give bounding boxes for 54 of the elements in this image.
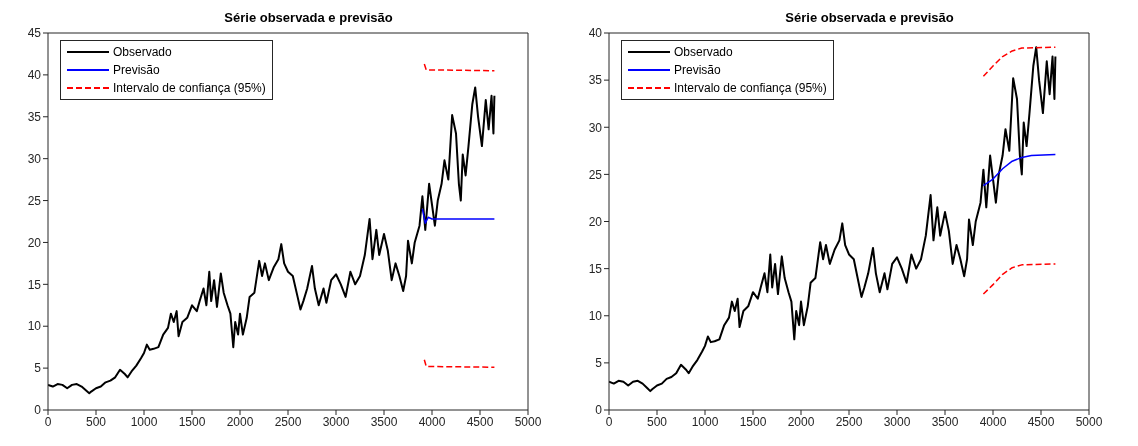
x-tick-label: 2500 [835,414,863,429]
x-tick-label: 1500 [178,414,206,429]
y-tick-label: 35 [588,73,603,88]
x-tick-label: 2500 [274,414,302,429]
x-tick-label: 5000 [1075,414,1103,429]
y-tick-label: 0 [34,403,42,418]
y-tick-label: 30 [27,151,42,166]
x-tick-label: 500 [646,414,668,429]
y-tick-label: 0 [595,403,603,418]
line-series [982,46,1057,78]
x-tick-label: 5000 [514,414,542,429]
y-tick-label: 5 [595,356,603,371]
legend-label: Previsão [113,63,160,77]
y-tick-label: 40 [27,68,42,83]
chart-title: Série observada e previsão [784,9,955,27]
legend-label: Intervalo de confiança (95%) [113,81,266,95]
y-tick-label: 5 [34,361,42,376]
x-tick-label: 4500 [466,414,494,429]
chart-title: Série observada e previsão [223,9,394,27]
y-tick-label: 25 [27,193,42,208]
y-tick-label: 35 [27,110,42,125]
legend-label: Observado [113,45,172,59]
legend-label: Observado [674,45,733,59]
y-tick-label: 15 [27,277,42,292]
y-tick-label: 20 [27,235,42,250]
line-series [609,46,1057,393]
x-tick-label: 0 [605,414,613,429]
x-tick-label: 500 [85,414,107,429]
y-tick-label: 20 [588,214,603,229]
x-tick-label: 4000 [979,414,1007,429]
x-tick-label: 4000 [418,414,446,429]
x-tick-label: 2000 [226,414,254,429]
y-tick-label: 25 [588,167,603,182]
x-tick-label: 1000 [691,414,719,429]
legend-label: Intervalo de confiança (95%) [674,81,827,95]
x-tick-label: 3000 [322,414,350,429]
line-series [421,208,496,224]
x-tick-label: 2000 [787,414,815,429]
y-tick-label: 30 [588,120,603,135]
line-series [982,263,1057,295]
x-tick-label: 3500 [931,414,959,429]
x-tick-label: 3000 [883,414,911,429]
x-tick-label: 0 [44,414,52,429]
y-tick-label: 45 [27,26,42,41]
x-tick-label: 4500 [1027,414,1055,429]
legend-label: Previsão [674,63,721,77]
y-tick-label: 15 [588,261,603,276]
y-tick-label: 10 [588,309,603,324]
x-tick-label: 1000 [130,414,158,429]
y-tick-label: 10 [27,319,42,334]
line-series [982,153,1057,187]
x-tick-label: 1500 [739,414,767,429]
x-tick-label: 3500 [370,414,398,429]
y-tick-label: 40 [588,26,603,41]
